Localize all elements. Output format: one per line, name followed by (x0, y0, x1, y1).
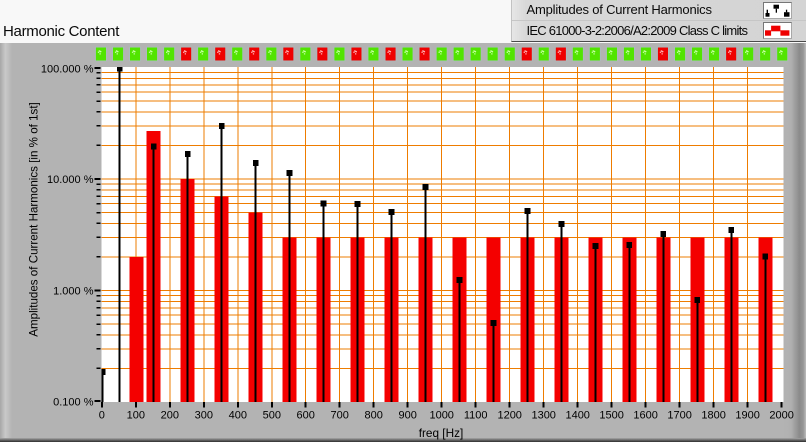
svg-text:1000: 1000 (429, 410, 453, 422)
svg-text:200: 200 (161, 410, 179, 422)
svg-text:1600: 1600 (633, 410, 657, 422)
svg-text:10.000 %: 10.000 % (47, 174, 94, 186)
svg-text:1300: 1300 (531, 410, 555, 422)
svg-text:1400: 1400 (565, 410, 589, 422)
svg-text:100: 100 (127, 410, 145, 422)
svg-text:1500: 1500 (599, 410, 623, 422)
svg-text:500: 500 (263, 410, 281, 422)
svg-text:400: 400 (229, 410, 247, 422)
svg-text:Amplitudes of Current Harmonic: Amplitudes of Current Harmonics [in % of… (28, 102, 41, 337)
svg-text:1100: 1100 (464, 410, 488, 422)
svg-text:0: 0 (99, 410, 105, 422)
svg-text:800: 800 (365, 410, 383, 422)
svg-text:2000: 2000 (769, 410, 793, 422)
svg-text:1700: 1700 (667, 410, 691, 422)
svg-text:300: 300 (195, 410, 213, 422)
svg-text:700: 700 (331, 410, 349, 422)
svg-text:1800: 1800 (701, 410, 725, 422)
svg-text:100.000 %: 100.000 % (41, 63, 94, 75)
svg-text:1200: 1200 (497, 410, 521, 422)
svg-text:1.000 %: 1.000 % (53, 286, 94, 298)
svg-text:0.100 %: 0.100 % (53, 397, 94, 409)
svg-text:freq [Hz]: freq [Hz] (419, 426, 464, 440)
svg-text:900: 900 (399, 410, 417, 422)
svg-text:1900: 1900 (735, 410, 759, 422)
svg-text:600: 600 (297, 410, 315, 422)
